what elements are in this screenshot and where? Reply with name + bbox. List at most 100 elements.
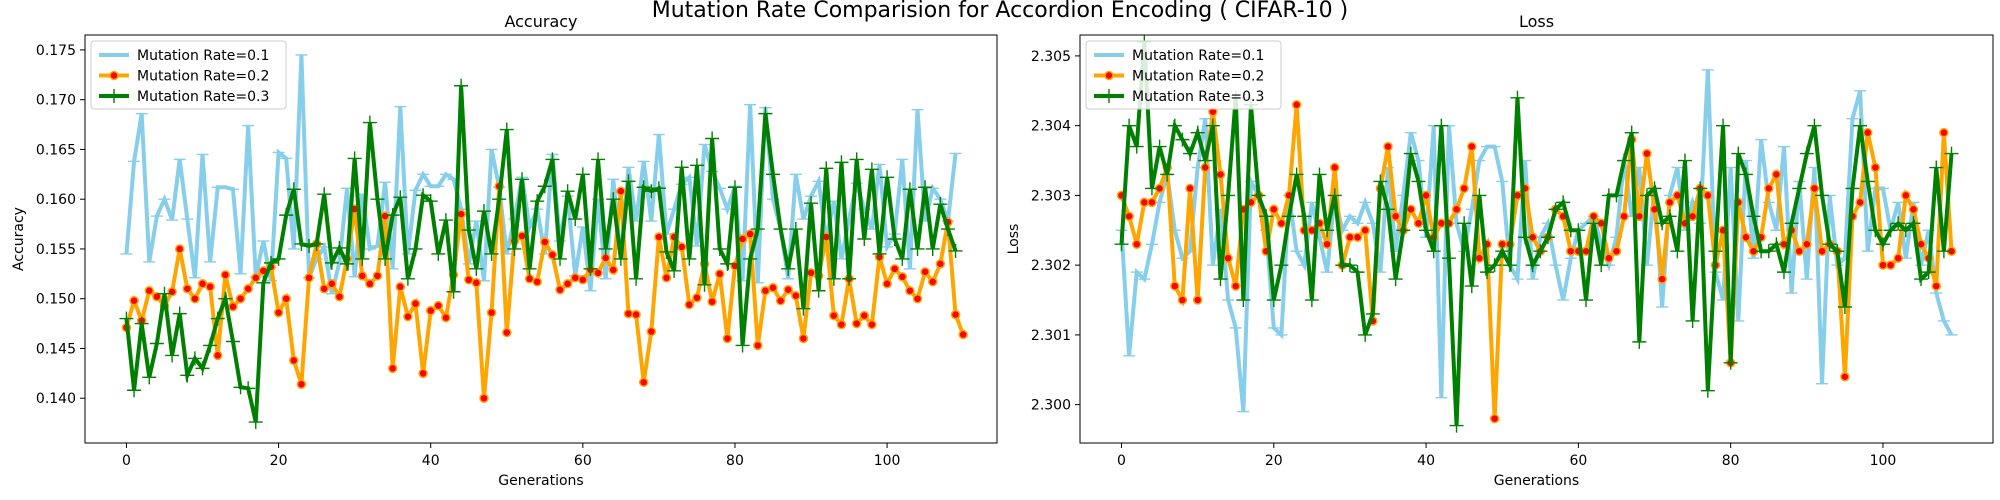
loss-point-s2 xyxy=(1642,148,1652,159)
accuracy-point-s2 xyxy=(441,312,451,323)
loss-point-s3 xyxy=(1160,167,1175,182)
loss-point-s2 xyxy=(1459,183,1469,194)
accuracy-y-tick-label: 0.165 xyxy=(36,142,76,158)
loss-series-3 xyxy=(1114,34,1959,433)
loss-point-s2 xyxy=(1215,169,1226,180)
loss-point-s2 xyxy=(1604,253,1614,263)
loss-point-s3 xyxy=(1548,202,1563,217)
loss-point-s3 xyxy=(1152,139,1167,154)
accuracy-point-s2 xyxy=(570,273,580,283)
loss-point-s3 xyxy=(1868,223,1883,238)
accuracy-point-s2 xyxy=(684,299,695,310)
loss-point-s3 xyxy=(1487,258,1502,273)
loss-point-s3 xyxy=(1723,355,1738,370)
loss-point-s3 xyxy=(1929,160,1944,175)
loss-point-s3 xyxy=(1738,167,1753,182)
loss-point-s3 xyxy=(1594,258,1609,273)
accuracy-point-s2 xyxy=(235,293,246,304)
loss-point-s3 xyxy=(1167,118,1182,133)
accuracy-point-s2 xyxy=(243,284,253,294)
loss-point-s2 xyxy=(1276,218,1287,229)
accuracy-x-tick-label: 80 xyxy=(726,453,744,469)
accuracy-point-s3 xyxy=(788,222,803,237)
loss-point-s3 xyxy=(1708,244,1723,259)
accuracy-point-s2 xyxy=(760,285,771,296)
loss-legend-box xyxy=(1085,40,1282,110)
accuracy-point-s3 xyxy=(438,213,453,228)
accuracy-x-tick-label: 60 xyxy=(574,453,592,469)
accuracy-point-s3 xyxy=(271,251,286,266)
accuracy-point-s3 xyxy=(309,236,324,251)
accuracy-point-s2 xyxy=(433,300,444,311)
accuracy-point-s2 xyxy=(562,279,573,289)
loss-point-s2 xyxy=(1124,211,1134,222)
accuracy-point-s2 xyxy=(479,393,489,403)
accuracy-point-s3 xyxy=(697,277,712,292)
accuracy-title: Accuracy xyxy=(504,12,577,31)
loss-point-s3 xyxy=(1624,125,1639,140)
accuracy-point-s2 xyxy=(365,279,375,289)
loss-point-s3 xyxy=(1837,300,1852,314)
accuracy-point-s3 xyxy=(819,161,834,176)
loss-point-s2 xyxy=(1840,371,1850,382)
accuracy-point-s3 xyxy=(469,261,484,276)
loss-point-s3 xyxy=(1190,125,1205,140)
loss-point-s3 xyxy=(1198,153,1213,168)
loss-point-s3 xyxy=(1312,167,1327,182)
loss-point-s3 xyxy=(1936,244,1951,259)
accuracy-point-s2 xyxy=(418,368,428,379)
accuracy-point-s3 xyxy=(172,306,187,321)
accuracy-point-s2 xyxy=(775,295,786,306)
accuracy-point-s2 xyxy=(935,259,946,269)
accuracy-point-s3 xyxy=(545,152,560,167)
accuracy-point-s3 xyxy=(553,251,568,266)
accuracy-point-s3 xyxy=(340,256,355,271)
accuracy-point-s3 xyxy=(918,180,933,195)
loss-y-tick-label: 2.302 xyxy=(1031,258,1071,274)
loss-point-s3 xyxy=(1799,146,1814,161)
accuracy-point-s2 xyxy=(387,363,398,374)
accuracy-point-s3 xyxy=(537,179,552,194)
accuracy-point-s2 xyxy=(859,310,870,321)
loss-point-s3 xyxy=(1655,216,1670,231)
accuracy-legend-marker xyxy=(109,70,119,81)
accuracy-point-s2 xyxy=(836,319,847,330)
loss-point-s2 xyxy=(1741,232,1751,243)
accuracy-point-s3 xyxy=(606,192,621,207)
loss-point-s3 xyxy=(1464,279,1479,294)
loss-point-s2 xyxy=(1139,197,1150,208)
accuracy-point-s3 xyxy=(400,271,415,286)
loss-x-tick-label: 80 xyxy=(1722,453,1740,469)
loss-point-s3 xyxy=(1373,174,1388,189)
loss-x-tick-label: 40 xyxy=(1417,453,1435,469)
accuracy-point-s2 xyxy=(851,318,862,329)
loss-point-s2 xyxy=(1413,218,1424,229)
loss-y-tick-label: 2.303 xyxy=(1031,188,1071,204)
loss-point-s3 xyxy=(1518,230,1533,245)
loss-point-s3 xyxy=(1647,181,1662,196)
accuracy-point-s3 xyxy=(864,162,879,177)
loss-point-s3 xyxy=(1571,223,1586,238)
loss-y-axis-label: Loss xyxy=(1006,224,1022,255)
accuracy-point-s3 xyxy=(210,311,225,326)
loss-point-s3 xyxy=(1221,188,1236,203)
loss-title: Loss xyxy=(1519,12,1554,31)
loss-point-s3 xyxy=(1122,118,1137,133)
accuracy-point-s3 xyxy=(781,261,796,276)
loss-point-s2 xyxy=(1862,127,1873,138)
loss-point-s2 xyxy=(1147,197,1157,208)
accuracy-point-s3 xyxy=(796,301,811,316)
loss-point-s3 xyxy=(1746,209,1761,224)
loss-axes-frame xyxy=(1079,34,1994,444)
loss-point-s2 xyxy=(1802,239,1812,249)
accuracy-point-s2 xyxy=(768,283,778,293)
loss-point-s3 xyxy=(1205,118,1220,133)
accuracy-point-s2 xyxy=(958,329,968,340)
accuracy-legend-marker xyxy=(107,89,121,103)
loss-legend-entry-1: Mutation Rate=0.1 xyxy=(1094,48,1264,64)
loss-point-s3 xyxy=(1716,118,1731,133)
accuracy-point-s3 xyxy=(408,241,423,256)
loss-point-s3 xyxy=(1403,146,1418,161)
loss-point-s2 xyxy=(1345,232,1355,243)
loss-point-s3 xyxy=(1259,209,1274,224)
